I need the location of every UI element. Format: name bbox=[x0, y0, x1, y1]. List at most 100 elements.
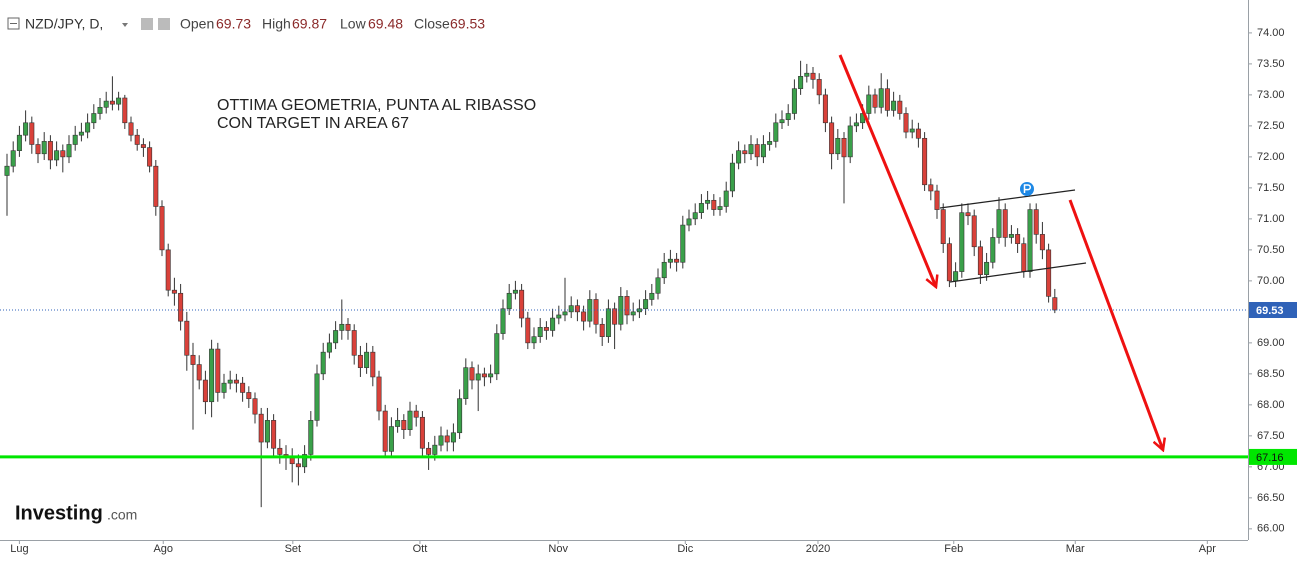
candle-body bbox=[990, 237, 996, 263]
candle-body bbox=[587, 299, 593, 322]
candle-body bbox=[116, 97, 122, 105]
candle-body bbox=[488, 373, 494, 378]
y-tick-label: 66.00 bbox=[1257, 523, 1285, 535]
candle-body bbox=[618, 296, 624, 325]
symbol: NZD/JPY, D, bbox=[25, 16, 103, 32]
candle-body bbox=[537, 327, 543, 337]
candle-body bbox=[1033, 209, 1039, 235]
candle-body bbox=[810, 72, 816, 80]
candle-body bbox=[29, 122, 35, 145]
x-tick-label: Nov bbox=[548, 543, 568, 555]
candle-body bbox=[23, 122, 29, 136]
candle-body bbox=[190, 354, 196, 365]
candle-body bbox=[326, 342, 332, 353]
candle-body bbox=[314, 373, 320, 421]
candle-body bbox=[308, 420, 314, 455]
candle-body bbox=[754, 144, 760, 158]
candle-body bbox=[574, 305, 580, 313]
candle-body bbox=[593, 299, 599, 325]
candle-body bbox=[475, 373, 481, 381]
candle-body bbox=[147, 147, 153, 167]
candle-body bbox=[289, 457, 295, 465]
caret[interactable] bbox=[122, 23, 128, 27]
candle-body bbox=[370, 351, 376, 378]
candle-body bbox=[977, 246, 983, 275]
candle-body bbox=[444, 435, 450, 443]
y-tick-label: 66.50 bbox=[1257, 492, 1285, 504]
pin-glyph bbox=[1023, 184, 1032, 193]
candle-body bbox=[922, 137, 928, 186]
ohlc-value: 69.53 bbox=[450, 16, 485, 32]
candle-body bbox=[438, 435, 444, 446]
ohlc-value: 69.48 bbox=[368, 16, 403, 32]
collapse-icon[interactable] bbox=[7, 17, 20, 30]
candle-body bbox=[643, 299, 649, 310]
candle-body bbox=[915, 128, 921, 139]
candle-body bbox=[295, 463, 301, 468]
candle-body bbox=[351, 330, 357, 356]
candle-body bbox=[847, 125, 853, 158]
candle-body bbox=[407, 410, 413, 430]
arrow-down bbox=[838, 54, 936, 287]
candle-body bbox=[543, 327, 549, 331]
candle-body bbox=[680, 224, 686, 263]
candle-body bbox=[760, 144, 766, 158]
candle-body bbox=[674, 258, 680, 263]
candle-body bbox=[165, 249, 171, 291]
candle-body bbox=[519, 289, 525, 319]
candle-body bbox=[494, 333, 500, 375]
candle-body bbox=[853, 122, 859, 127]
candle-body bbox=[1002, 209, 1008, 238]
y-tick-label: 71.50 bbox=[1257, 182, 1285, 194]
candle-body bbox=[940, 209, 946, 244]
candle-body bbox=[450, 432, 456, 443]
candle-body bbox=[277, 447, 283, 455]
eye-icon[interactable] bbox=[141, 18, 153, 30]
logo-suffix: .com bbox=[107, 507, 137, 523]
candle-body bbox=[357, 354, 363, 368]
candle-body bbox=[16, 134, 22, 151]
candle-body bbox=[934, 190, 940, 210]
candle-body bbox=[202, 379, 208, 403]
candle-body bbox=[78, 131, 84, 136]
candle-body bbox=[339, 323, 345, 331]
candle-body bbox=[103, 100, 109, 108]
candle-body bbox=[401, 420, 407, 430]
candle-body bbox=[742, 150, 748, 155]
candle-body bbox=[605, 308, 611, 337]
y-tick-label: 69.00 bbox=[1257, 337, 1285, 349]
annotation-line: CON TARGET IN AREA 67 bbox=[217, 115, 409, 132]
candle-body bbox=[959, 212, 965, 272]
price-label: 69.53 bbox=[1256, 305, 1284, 317]
settings-icon[interactable] bbox=[158, 18, 170, 30]
candle-body bbox=[531, 336, 537, 344]
candle-body bbox=[302, 454, 308, 468]
candle-body bbox=[1046, 249, 1052, 297]
candle-body bbox=[804, 72, 810, 77]
candle-body bbox=[692, 212, 698, 220]
candle-body bbox=[717, 206, 723, 210]
y-tick-label: 67.50 bbox=[1257, 430, 1285, 442]
candle-body bbox=[965, 212, 971, 217]
candle-body bbox=[35, 144, 41, 155]
candle-body bbox=[4, 165, 10, 176]
candle-body bbox=[463, 367, 469, 399]
candle-body bbox=[171, 289, 177, 294]
candle-body bbox=[773, 122, 779, 142]
candle-body bbox=[928, 184, 934, 192]
candle-body bbox=[10, 150, 16, 167]
level-label-box bbox=[1249, 448, 1297, 465]
candle-body bbox=[723, 190, 729, 207]
x-tick-label: Feb bbox=[944, 543, 963, 555]
candle-body bbox=[667, 258, 673, 263]
candle-body bbox=[506, 292, 512, 310]
candle-body bbox=[271, 420, 277, 449]
x-tick-label: Ott bbox=[413, 543, 428, 555]
x-tick-label: Lug bbox=[10, 543, 28, 555]
candle-body bbox=[798, 75, 804, 89]
candle-body bbox=[432, 444, 438, 455]
candle-body bbox=[1052, 297, 1058, 311]
candle-body bbox=[748, 144, 754, 155]
candle-body bbox=[872, 94, 878, 108]
